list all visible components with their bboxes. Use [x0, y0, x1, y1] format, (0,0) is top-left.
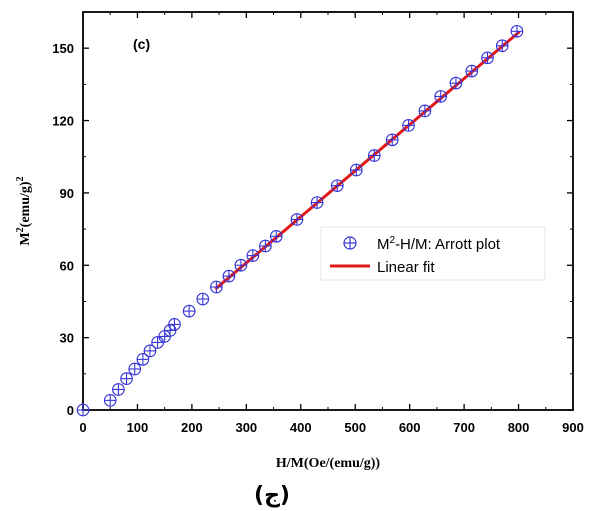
legend-label-arrott-suffix: -H/M: Arrott plot	[395, 236, 501, 253]
y-axis-title-base: M	[18, 232, 33, 245]
data-point	[151, 336, 164, 349]
y-tick-label: 0	[67, 403, 74, 418]
data-point	[222, 269, 236, 283]
data-point	[259, 239, 272, 253]
x-tick-label: 400	[290, 420, 312, 435]
data-point	[76, 403, 90, 417]
data-point	[481, 51, 494, 65]
y-tick-label: 150	[52, 41, 74, 56]
y-tick-label: 90	[60, 186, 74, 201]
figure-caption: (ج)	[254, 483, 290, 508]
y-tick-label: 120	[52, 114, 74, 129]
y-axis-title-mid: (emu/g)	[18, 181, 33, 227]
x-tick-label: 900	[562, 420, 584, 435]
data-point	[269, 229, 283, 243]
plot-frame	[82, 11, 574, 411]
x-tick-label: 300	[235, 420, 257, 435]
x-tick-label: 600	[399, 420, 421, 435]
data-point	[182, 304, 196, 318]
legend-label-arrott-prefix: M	[377, 236, 390, 253]
axis-tick-labels: 0 100 200 300 400 500 600 700 800 900 0 30 60 90 120 15…	[52, 41, 584, 435]
y-tick-label: 30	[60, 331, 74, 346]
data-point	[495, 39, 509, 53]
legend: M2-H/M: Arrott plot Linear fit	[320, 226, 546, 281]
data-point	[128, 362, 142, 376]
panel-label: (c)	[133, 36, 150, 52]
y-axis-title: M2(emu/g)2	[15, 176, 33, 245]
x-tick-label: 800	[508, 420, 530, 435]
data-point	[367, 149, 381, 162]
data-point	[290, 213, 304, 226]
x-tick-label: 100	[127, 420, 149, 435]
arrott-plot-series	[76, 24, 524, 417]
data-point	[349, 163, 363, 177]
y-tick-label: 60	[60, 258, 74, 273]
data-point	[120, 372, 133, 385]
legend-label-arrott: M2-H/M: Arrott plot	[377, 235, 501, 253]
legend-label-linear-fit: Linear fit	[377, 259, 435, 276]
data-point	[143, 344, 157, 358]
x-tick-label: 500	[344, 420, 366, 435]
data-point	[465, 64, 479, 78]
data-point	[136, 352, 150, 366]
x-tick-label: 200	[181, 420, 203, 435]
data-point	[310, 196, 324, 209]
x-tick-label: 700	[453, 420, 475, 435]
data-point	[434, 90, 448, 103]
data-point	[168, 318, 181, 331]
legend-box	[320, 226, 546, 281]
data-point	[234, 258, 248, 272]
x-tick-label: 0	[79, 420, 86, 435]
data-point	[385, 133, 399, 147]
x-axis-title: H/M(Oe/(emu/g))	[276, 456, 381, 471]
data-point	[112, 383, 125, 396]
data-point	[330, 179, 344, 193]
data-point	[196, 292, 210, 306]
data-point	[510, 24, 524, 38]
data-point	[103, 394, 117, 407]
axis-ticks	[82, 11, 574, 411]
data-point	[402, 119, 415, 132]
data-point	[418, 104, 432, 118]
data-point	[246, 249, 260, 262]
legend-label-arrott-sup: 2	[390, 235, 396, 246]
data-point	[449, 76, 463, 90]
y-axis-title-sup1: 2	[15, 227, 26, 232]
y-axis-title-sup2: 2	[15, 176, 26, 181]
data-point	[210, 280, 223, 294]
legend-marker-arrott	[343, 236, 357, 250]
